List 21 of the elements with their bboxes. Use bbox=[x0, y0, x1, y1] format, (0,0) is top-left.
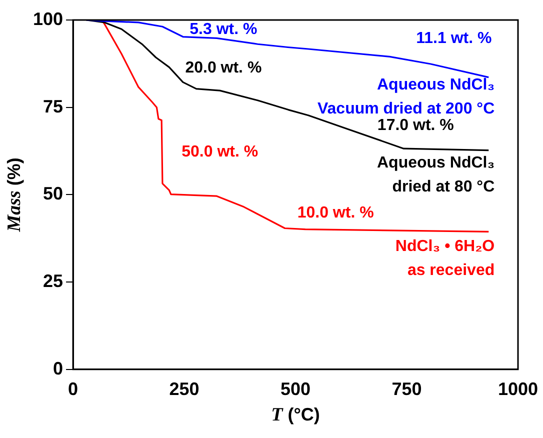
series-label: Aqueous NdCl₃ Vacuum dried at 200 °C bbox=[317, 76, 496, 118]
x-tick-label: 500 bbox=[280, 379, 311, 400]
y-tick-label: 75 bbox=[43, 96, 64, 116]
annotation: 11.1 wt. % bbox=[416, 30, 492, 47]
annotation: 50.0 wt. % bbox=[182, 143, 258, 160]
y-tick-label: 100 bbox=[32, 8, 64, 29]
series-label: NdCl₃ • 6H₂O as received bbox=[395, 238, 495, 280]
x-axis-title: T (°C) bbox=[271, 404, 320, 426]
series-label: Aqueous NdCl₃ dried at 80 °C bbox=[377, 154, 496, 196]
y-tick-label: 0 bbox=[53, 358, 64, 378]
annotation: 5.3 wt. % bbox=[190, 21, 258, 38]
y-tick-label: 25 bbox=[43, 271, 64, 292]
y-axis-title: Mass (%) bbox=[4, 158, 25, 233]
x-tick-label: 1000 bbox=[498, 379, 538, 400]
x-tick-label: 0 bbox=[68, 379, 78, 400]
annotation: 20.0 wt. % bbox=[185, 60, 262, 77]
annotation: 17.0 wt. % bbox=[377, 116, 454, 134]
x-tick-label: 250 bbox=[169, 379, 200, 400]
x-tick-label: 750 bbox=[392, 379, 422, 400]
annotation: 10.0 wt. % bbox=[297, 204, 374, 222]
y-tick-label: 50 bbox=[43, 184, 64, 204]
